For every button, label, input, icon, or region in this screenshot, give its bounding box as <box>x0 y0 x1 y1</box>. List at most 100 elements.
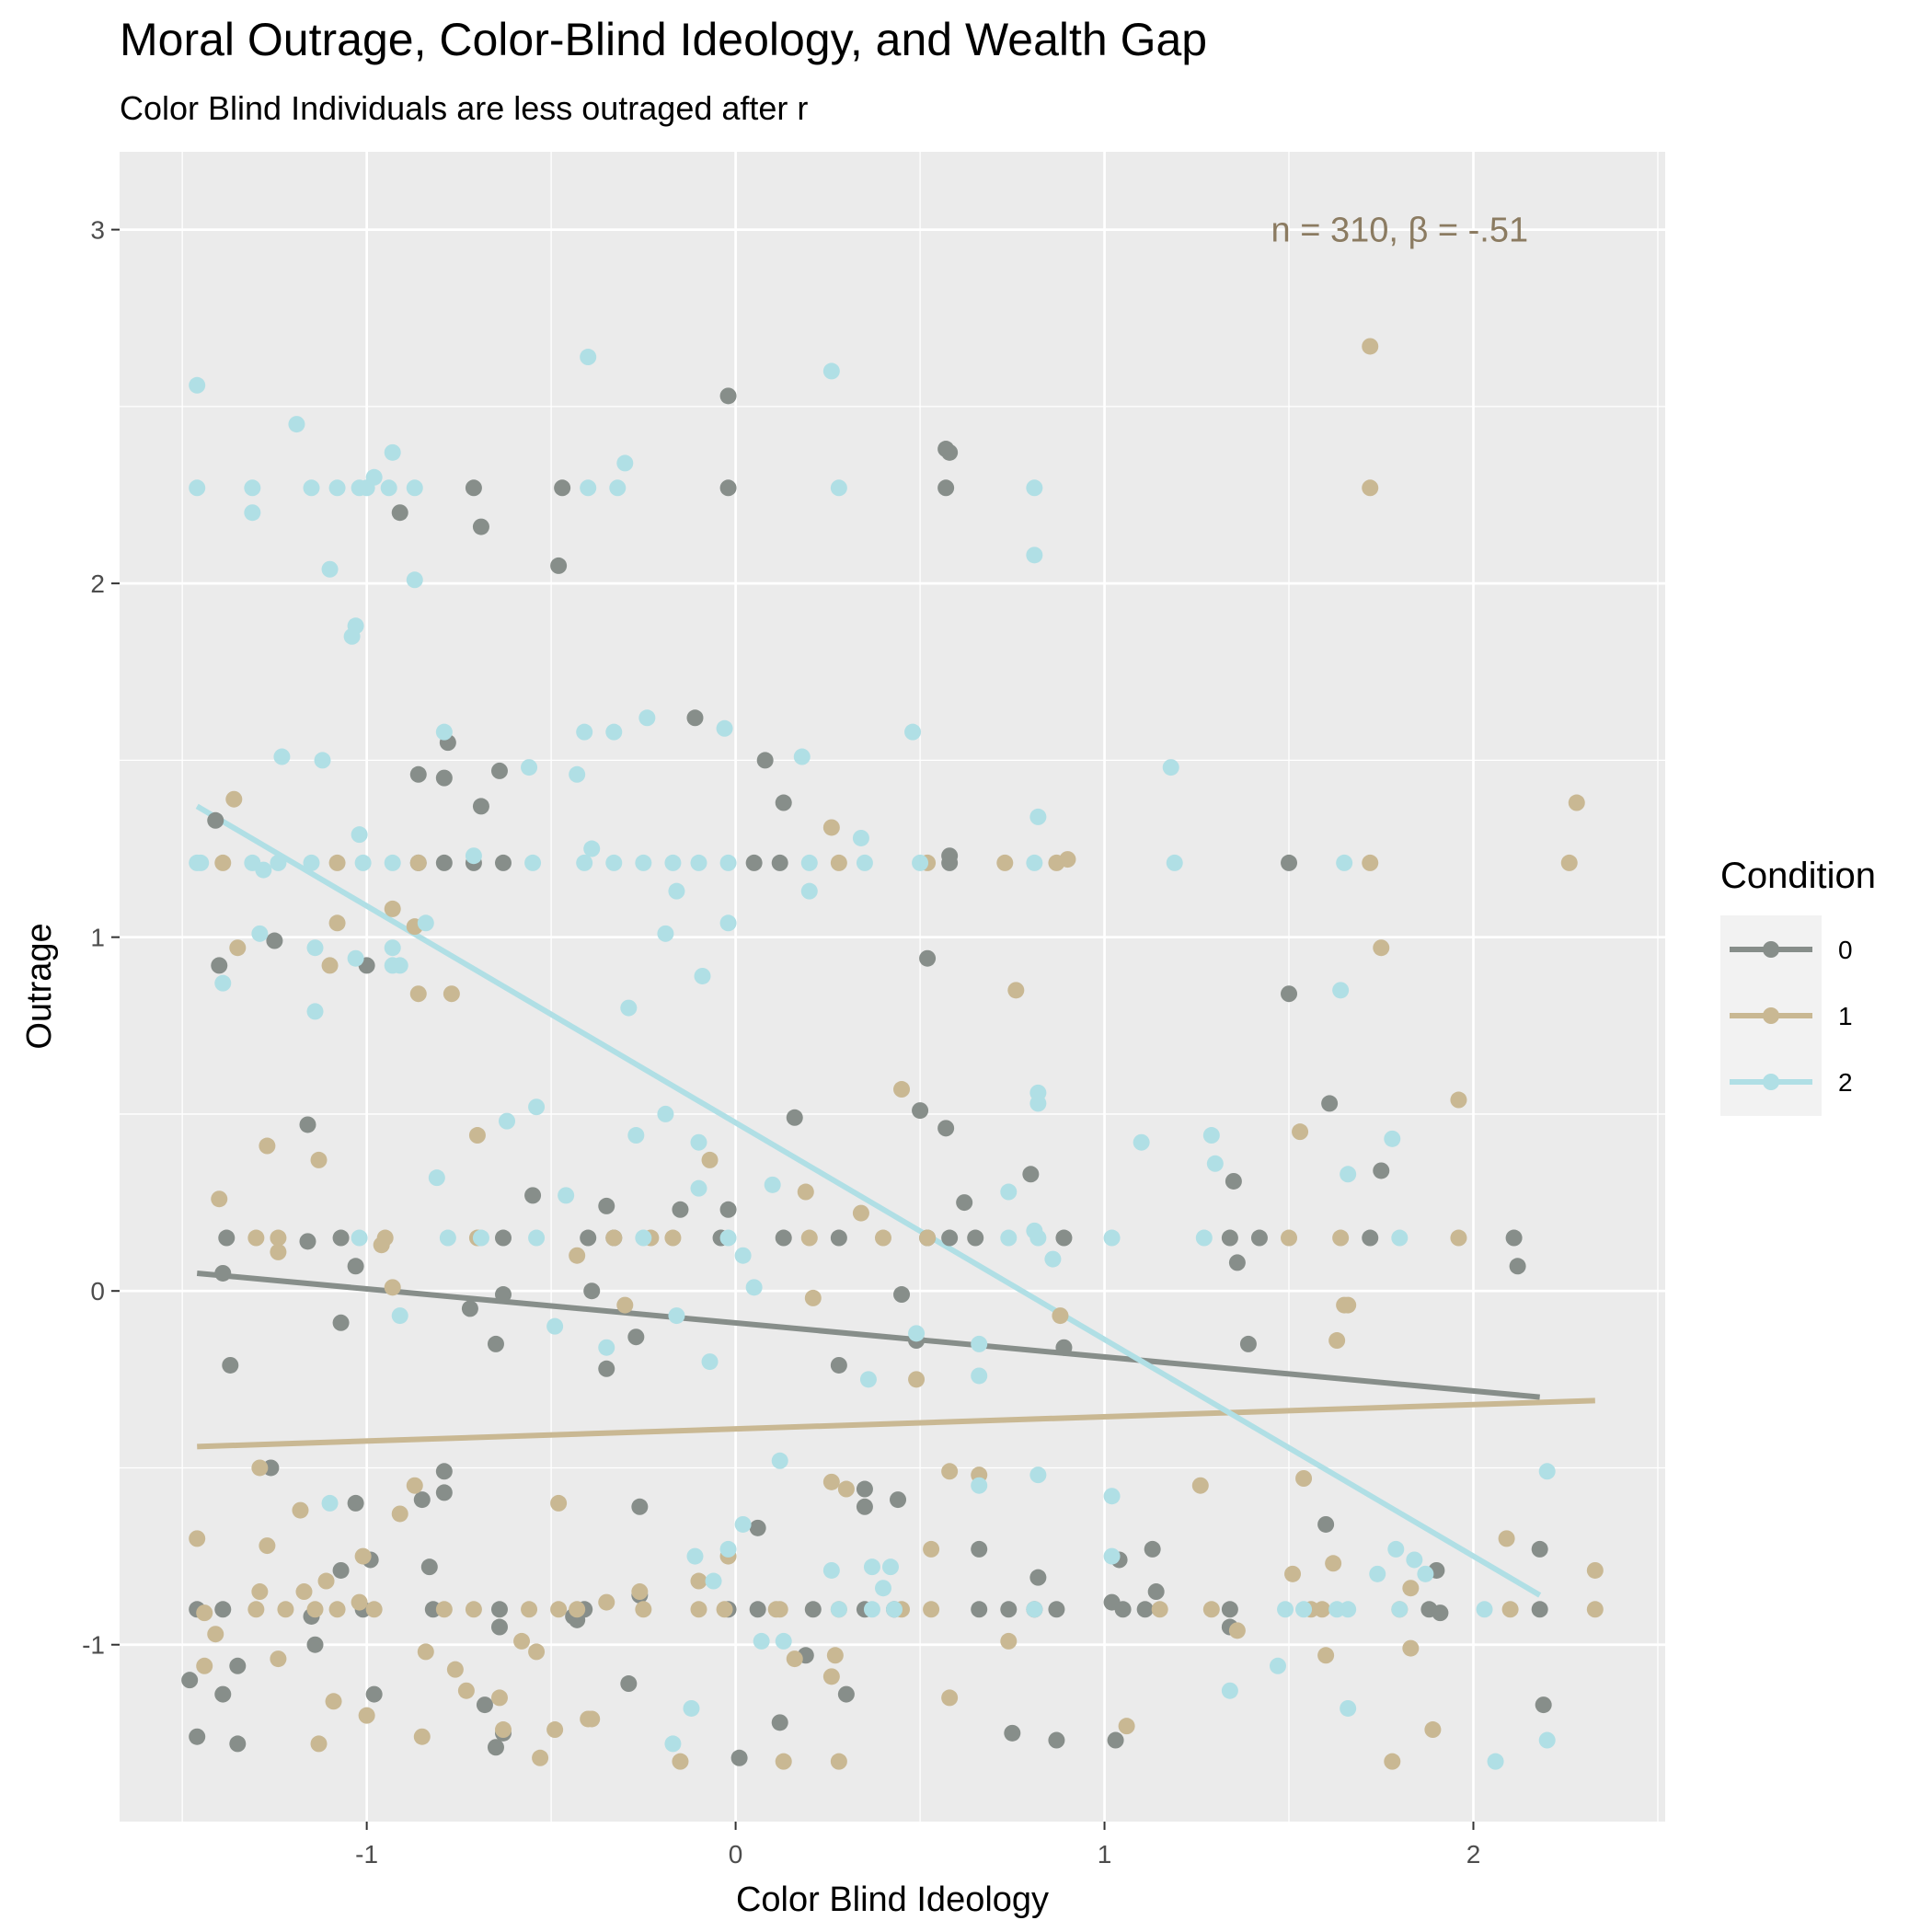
data-point <box>1029 1229 1047 1247</box>
data-point <box>1221 1601 1238 1618</box>
data-point <box>569 1247 586 1264</box>
data-point <box>532 1749 549 1766</box>
data-point <box>719 1540 737 1558</box>
data-point <box>513 1632 531 1650</box>
data-point <box>494 1229 512 1247</box>
data-point <box>569 1601 586 1618</box>
data-point <box>830 479 847 497</box>
data-point <box>292 1501 309 1519</box>
data-point <box>631 1583 649 1601</box>
data-point <box>332 1229 350 1247</box>
data-point <box>550 1494 568 1512</box>
data-point <box>1450 1229 1467 1247</box>
data-point <box>1538 1463 1556 1480</box>
data-point <box>609 479 627 497</box>
data-point <box>1531 1540 1548 1558</box>
data-point <box>881 1558 899 1576</box>
data-point <box>1151 1601 1168 1618</box>
data-point <box>1022 1166 1040 1183</box>
data-point <box>365 1601 383 1618</box>
data-point <box>384 854 401 871</box>
data-point <box>719 387 737 405</box>
data-point <box>546 1721 564 1739</box>
data-point <box>211 1190 228 1208</box>
data-point <box>1118 1718 1135 1735</box>
x-tick-label: 2 <box>1466 1840 1481 1869</box>
data-point <box>826 1647 844 1664</box>
data-point <box>347 1258 364 1275</box>
data-point <box>1000 1229 1018 1247</box>
legend-label: 1 <box>1838 1002 1853 1030</box>
data-point <box>1362 338 1379 355</box>
data-point <box>192 854 210 871</box>
data-point <box>490 762 508 779</box>
data-point <box>328 914 346 932</box>
data-point <box>376 1229 394 1247</box>
data-point <box>420 1558 438 1576</box>
data-point <box>328 1601 346 1618</box>
data-point <box>1029 1095 1047 1112</box>
data-point <box>1340 1699 1357 1717</box>
data-point <box>1531 1601 1548 1618</box>
data-point <box>380 479 397 497</box>
data-point <box>1048 1601 1065 1618</box>
data-point <box>919 949 937 967</box>
data-point <box>494 1286 512 1304</box>
data-point <box>664 1735 682 1753</box>
data-point <box>1450 1091 1467 1109</box>
data-point <box>771 1601 788 1618</box>
data-point <box>971 1477 988 1494</box>
data-point <box>598 1197 615 1214</box>
data-point <box>1417 1565 1434 1582</box>
data-point <box>365 1685 383 1703</box>
data-point <box>1277 1601 1294 1618</box>
data-point <box>605 723 623 741</box>
data-point <box>1055 1229 1073 1247</box>
data-point <box>605 854 623 871</box>
data-point <box>800 1229 818 1247</box>
data-point <box>214 1601 232 1618</box>
data-point <box>1509 1258 1526 1275</box>
data-point <box>1144 1540 1161 1558</box>
data-point <box>941 1689 959 1707</box>
data-point <box>1332 1229 1350 1247</box>
data-point <box>189 1530 206 1547</box>
data-point <box>1162 759 1179 776</box>
data-point <box>830 854 847 871</box>
data-point <box>971 1601 988 1618</box>
data-point <box>1501 1601 1519 1618</box>
data-point <box>856 854 873 871</box>
data-point <box>1336 854 1353 871</box>
data-point <box>775 1632 792 1650</box>
data-point <box>719 1229 737 1247</box>
data-point <box>874 1229 891 1247</box>
data-point <box>384 900 401 917</box>
data-point <box>524 854 542 871</box>
data-point <box>181 1672 199 1689</box>
data-point <box>1202 1601 1220 1618</box>
data-point <box>1292 1123 1309 1141</box>
data-point <box>409 985 427 1003</box>
data-point <box>347 617 364 635</box>
data-point <box>439 1229 456 1247</box>
data-point <box>189 479 206 497</box>
data-point <box>822 362 840 380</box>
legend-label: 2 <box>1838 1068 1853 1097</box>
data-point <box>207 1626 224 1643</box>
data-point <box>664 854 682 871</box>
data-point <box>351 1229 368 1247</box>
data-point <box>856 1480 873 1498</box>
data-point <box>598 1593 615 1611</box>
data-point <box>499 1112 516 1130</box>
data-point <box>1048 1731 1065 1749</box>
data-point <box>306 1636 324 1653</box>
data-point <box>406 479 423 497</box>
data-point <box>786 1109 803 1126</box>
data-point <box>800 882 818 900</box>
data-point <box>406 1477 423 1494</box>
data-point <box>863 1601 880 1618</box>
data-point <box>904 723 922 741</box>
data-point <box>1369 1565 1386 1582</box>
data-point <box>1314 1601 1331 1618</box>
